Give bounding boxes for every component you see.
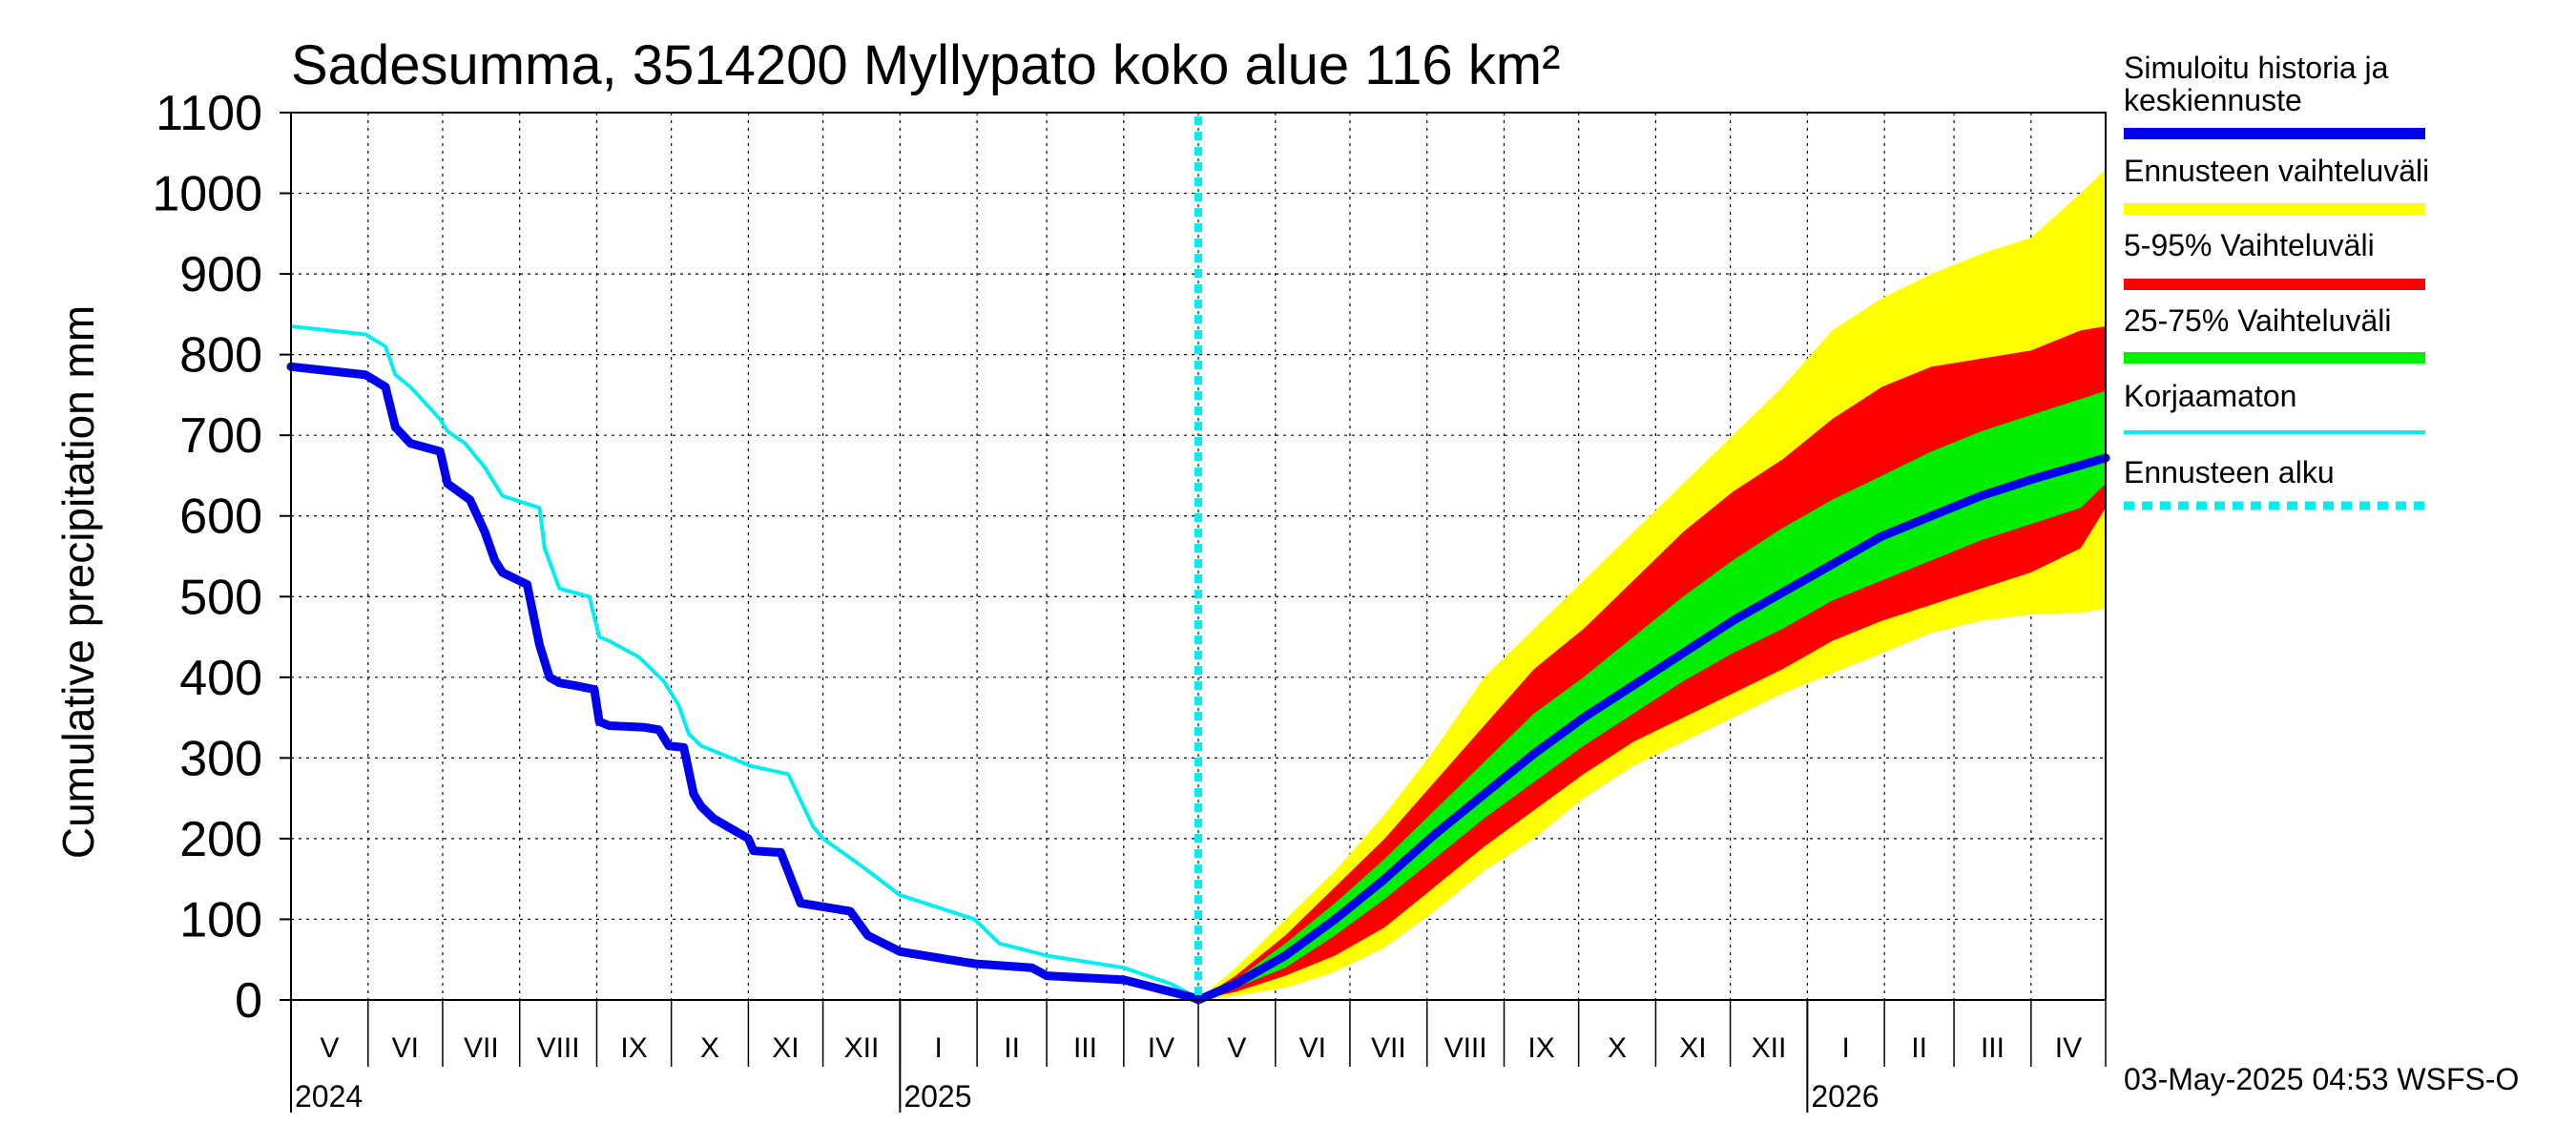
month-label: VI: [1299, 1032, 1326, 1064]
month-label: V: [1227, 1032, 1246, 1064]
month-label: XII: [844, 1032, 880, 1064]
series-lines: [286, 116, 2110, 1005]
year-label: 2026: [1811, 1079, 1879, 1114]
month-label: VIII: [537, 1032, 580, 1064]
y-tick-label: 100: [179, 892, 262, 947]
y-tick-label: 700: [179, 408, 262, 464]
month-label: III: [1073, 1032, 1097, 1064]
month-label: V: [320, 1032, 339, 1064]
month-label: XII: [1752, 1032, 1787, 1064]
month-label: IX: [620, 1032, 647, 1064]
year-label: 2024: [295, 1079, 363, 1114]
month-label: VII: [464, 1032, 499, 1064]
legend: Simuloitu historia ja keskiennuste Ennuste…: [2124, 51, 2429, 510]
month-label: I: [935, 1032, 943, 1064]
y-tick-label: 800: [179, 328, 262, 384]
month-label: IV: [1148, 1032, 1174, 1064]
legend-label-korjaamaton: Korjaamaton: [2124, 379, 2296, 413]
legend-label-ennusteen-alku: Ennusteen alku: [2124, 455, 2335, 489]
y-tick-label: 0: [235, 973, 262, 1029]
month-label: X: [700, 1032, 719, 1064]
chart-title: Sadesumma, 3514200 Myllypato koko alue 1…: [291, 34, 1560, 96]
month-label: XI: [1679, 1032, 1706, 1064]
legend-label-ennusteen-vaihteluv-li: Ennusteen vaihteluväli: [2124, 154, 2429, 188]
month-label: I: [1842, 1032, 1850, 1064]
series-simuloitu: [286, 362, 2110, 1005]
timestamp-label: 03-May-2025 04:53 WSFS-O: [2124, 1062, 2519, 1096]
month-label: IX: [1527, 1032, 1554, 1064]
legend-label-25-75-vaihteluv-li: 25-75% Vaihteluväli: [2124, 303, 2391, 338]
y-tick-label: 200: [179, 812, 262, 867]
y-tick-label: 1000: [152, 167, 262, 222]
month-label: VIII: [1444, 1032, 1487, 1064]
legend-label-5-95-vaihteluv-li: 5-95% Vaihteluväli: [2124, 228, 2375, 262]
month-label: II: [1004, 1032, 1020, 1064]
legend-label-simuloitu-historia-ja-keskiennuste: Simuloitu historia ja keskiennuste: [2124, 51, 2389, 117]
y-axis-label: Cumulative precipitation mm: [53, 305, 103, 859]
y-tick-label: 600: [179, 489, 262, 545]
month-label: X: [1608, 1032, 1627, 1064]
month-label: IV: [2055, 1032, 2082, 1064]
y-tick-label: 500: [179, 570, 262, 625]
y-tick-label: 400: [179, 651, 262, 706]
series-korjaamaton: [290, 324, 1200, 1002]
month-label: VII: [1371, 1032, 1406, 1064]
month-label: XI: [772, 1032, 799, 1064]
y-tick-label: 900: [179, 247, 262, 302]
month-label: VI: [392, 1032, 419, 1064]
year-label: 2025: [904, 1079, 971, 1114]
y-tick-label: 300: [179, 731, 262, 786]
y-tick-label: 1100: [156, 86, 262, 141]
month-label: II: [1911, 1032, 1927, 1064]
month-label: III: [1981, 1032, 2005, 1064]
